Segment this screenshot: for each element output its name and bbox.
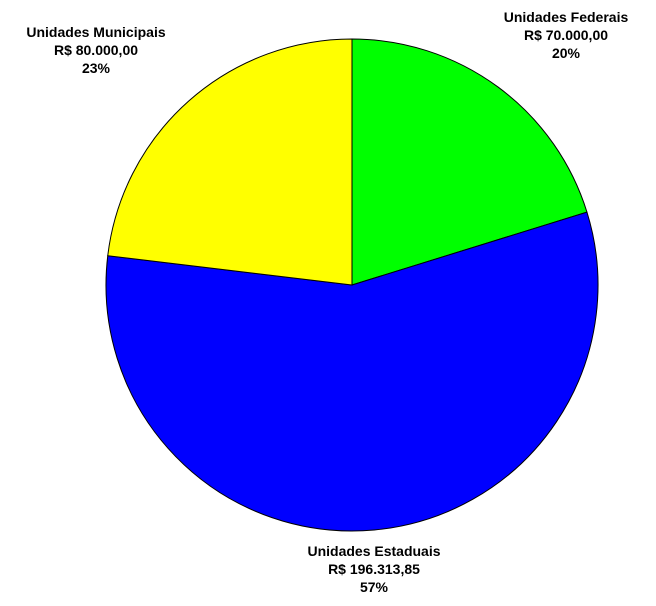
pie-slices xyxy=(105,38,599,532)
slice-percent-label: 23% xyxy=(82,60,111,76)
slice-name-label: Unidades Federais xyxy=(504,9,629,25)
slice-name-label: Unidades Estaduais xyxy=(307,543,440,559)
pie-slice-unidades-estaduais xyxy=(105,211,599,532)
slice-percent-label: 20% xyxy=(552,45,581,61)
pie-slice-unidades-federais xyxy=(351,38,588,286)
slice-amount-label: R$ 70.000,00 xyxy=(524,27,608,43)
pie-slice-unidades-municipais xyxy=(107,38,353,286)
slice-name-label: Unidades Municipais xyxy=(26,24,165,40)
slice-percent-label: 57% xyxy=(360,579,389,595)
slice-amount-label: R$ 196.313,85 xyxy=(328,561,420,577)
slice-labels: Unidades Federais R$ 70.000,00 20% Unidades… xyxy=(26,9,628,595)
slice-amount-label: R$ 80.000,00 xyxy=(54,42,138,58)
